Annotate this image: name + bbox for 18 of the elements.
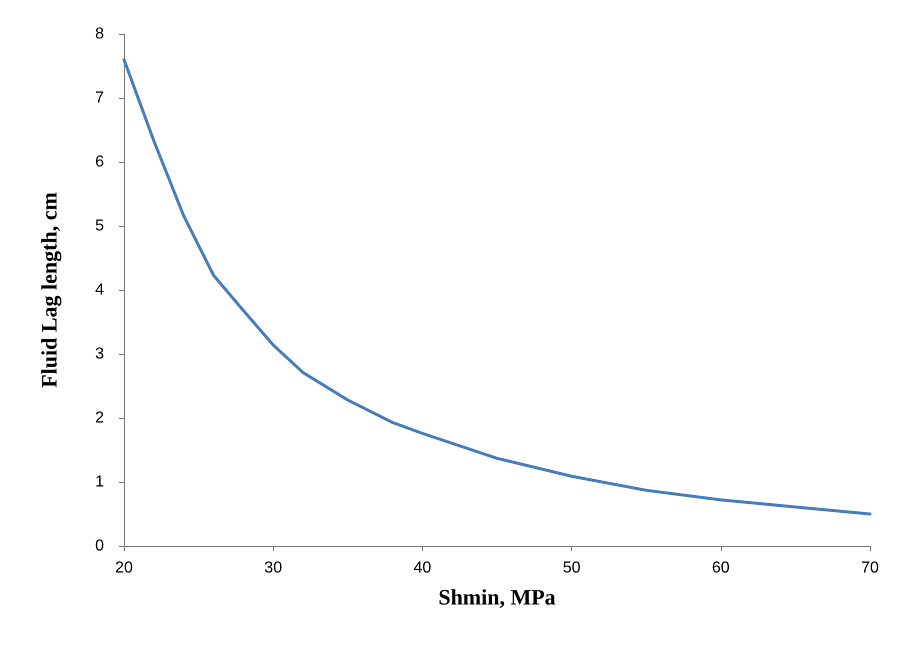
- line-series: [122, 58, 872, 516]
- y-axis-title: Fluid Lag length, cm: [36, 192, 62, 388]
- x-tick-label: 30: [264, 560, 282, 576]
- x-tick-label: 70: [861, 560, 879, 576]
- y-tick-label: 7: [95, 90, 104, 106]
- x-tick-label: 40: [414, 560, 432, 576]
- y-tick-label: 6: [95, 154, 104, 170]
- x-axis-title: Shmin, MPa: [438, 584, 556, 610]
- y-tick-label: 3: [95, 346, 104, 362]
- y-tick-label: 1: [95, 474, 104, 490]
- y-tick-label: 5: [95, 218, 104, 234]
- y-tick-label: 8: [95, 26, 104, 42]
- x-tick-label: 50: [562, 560, 581, 576]
- x-tick-label: 20: [115, 560, 133, 576]
- y-tick-label: 0: [95, 538, 104, 554]
- y-tick-label: 4: [95, 282, 104, 298]
- x-tick-label: 60: [712, 560, 730, 576]
- y-tick-label: 2: [95, 410, 104, 426]
